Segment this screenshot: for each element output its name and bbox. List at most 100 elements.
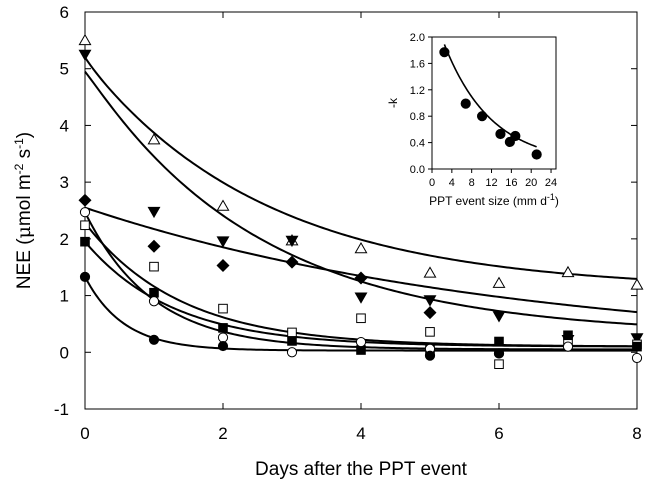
inset-y-tick-label: 1.6 xyxy=(410,58,425,70)
point-circle-open xyxy=(631,352,643,364)
point-circle-open xyxy=(217,332,229,343)
inset-point xyxy=(531,149,542,160)
point-square-open xyxy=(356,313,366,324)
y-tick-label: 3 xyxy=(60,173,69,192)
y-tick-label: 1 xyxy=(60,287,69,306)
inset-x-tick-label: 0 xyxy=(429,177,435,189)
point-square-open xyxy=(218,303,228,314)
inset-x-axis-title-end: ) xyxy=(555,194,559,208)
point-square-filled xyxy=(80,236,90,247)
point-diamond-filled xyxy=(216,259,230,273)
inset-x-tick-label: 4 xyxy=(449,177,455,189)
x-tick-label: 6 xyxy=(494,424,503,443)
inset-point xyxy=(439,47,450,58)
point-circle-open xyxy=(148,296,160,307)
inset-frame xyxy=(431,36,557,170)
inset-y-tick-label: 0.8 xyxy=(410,111,425,123)
inset-y-axis-title: -k xyxy=(386,97,400,108)
point-diamond-filled xyxy=(354,271,368,285)
y-tick-label: 0 xyxy=(60,343,69,362)
point-square-open xyxy=(287,327,297,338)
x-tick-label: 0 xyxy=(80,424,89,443)
point-square-filled xyxy=(218,323,228,333)
point-triangle-down-filled xyxy=(492,311,506,323)
y-axis-title-exp: -2 xyxy=(12,163,26,174)
inset-y-tick-label: 2.0 xyxy=(410,32,425,44)
y-tick-label: -1 xyxy=(54,400,69,419)
x-tick-label: 2 xyxy=(218,424,227,443)
point-circle-open xyxy=(562,341,574,352)
inset-background xyxy=(365,27,575,214)
point-triangle-up-open xyxy=(354,241,368,254)
inset-fit-curve xyxy=(443,44,537,148)
point-triangle-down-filled xyxy=(147,206,161,219)
inset-x-tick-label: 12 xyxy=(485,177,497,189)
point-triangle-up-open xyxy=(216,199,230,211)
point-circle-filled xyxy=(424,350,436,361)
x-tick-label: 8 xyxy=(632,424,641,443)
x-tick-label: 4 xyxy=(356,424,365,443)
y-axis-title-unit: mol m xyxy=(14,174,35,226)
point-triangle-down-filled xyxy=(354,292,368,304)
point-square-open xyxy=(80,220,90,231)
point-triangle-down-filled xyxy=(630,333,644,345)
point-square-filled xyxy=(632,341,642,352)
inset-x-axis-title-part: PPT event size (mm d xyxy=(429,194,547,208)
y-axis-title: NEE (μmol m-2 s-1) xyxy=(12,132,35,289)
point-circle-open xyxy=(79,207,91,218)
point-triangle-down-filled xyxy=(216,236,230,248)
inset-x-tick-label: 8 xyxy=(469,177,475,189)
inset-y-tick-label: 1.2 xyxy=(410,85,425,97)
point-triangle-down-filled xyxy=(423,295,437,307)
point-square-filled xyxy=(287,336,297,346)
inset-x-tick-label: 24 xyxy=(545,177,557,189)
y-tick-label: 4 xyxy=(60,116,69,135)
x-axis-title: Days after the PPT event xyxy=(255,459,468,480)
point-circle-filled xyxy=(493,348,505,359)
data-points xyxy=(78,33,644,369)
point-circle-open xyxy=(355,336,367,348)
point-circle-filled xyxy=(79,271,91,282)
y-axis-title-unit: s xyxy=(14,149,35,164)
point-diamond-filled xyxy=(147,239,161,253)
inset-point xyxy=(510,130,521,142)
inset-plot: 0.0 0.4 0.8 1.2 1.6 2.0 0 4 8 12 16 20 24 PPT event s… xyxy=(365,27,575,214)
point-square-open xyxy=(149,261,159,272)
point-circle-filled xyxy=(148,334,160,345)
fit-curve-triangle-up-open xyxy=(84,56,638,280)
y-tick-label: 6 xyxy=(60,3,69,22)
y-axis-title-part: NEE ( xyxy=(14,238,35,289)
inset-x-tick-label: 16 xyxy=(505,177,517,189)
y-tick-label: 2 xyxy=(60,230,69,249)
point-triangle-up-open xyxy=(630,278,644,290)
y-axis-title-exp: -1 xyxy=(12,138,26,149)
point-triangle-down-filled xyxy=(78,49,92,62)
point-circle-open xyxy=(286,347,298,358)
inset-point xyxy=(476,111,488,122)
point-square-filled xyxy=(494,336,504,347)
inset-x-axis-title-exp: -1 xyxy=(547,192,555,202)
y-axis-title-unit: ) xyxy=(14,132,35,138)
point-square-filled xyxy=(149,287,159,298)
point-triangle-up-open xyxy=(147,133,161,145)
point-square-open xyxy=(494,359,504,369)
y-axis-title-mu: μ xyxy=(13,226,35,238)
point-diamond-filled xyxy=(78,193,92,207)
point-triangle-down-filled xyxy=(285,235,299,248)
point-triangle-up-open xyxy=(423,266,437,278)
inset-y-tick-label: 0.4 xyxy=(410,138,425,150)
point-square-filled xyxy=(563,330,573,341)
fit-curve-square-open xyxy=(84,222,638,348)
point-circle-filled xyxy=(217,340,229,352)
y-tick-label: 5 xyxy=(60,60,69,79)
point-diamond-filled xyxy=(423,306,437,320)
inset-x-tick-label: 20 xyxy=(525,177,537,189)
point-triangle-up-open xyxy=(492,276,506,288)
inset-y-tick-label: 0.0 xyxy=(410,164,425,176)
inset-point xyxy=(495,128,506,140)
inset-point xyxy=(460,98,471,109)
inset-x-axis-title: PPT event size (mm d-1) xyxy=(429,192,559,208)
point-diamond-filled xyxy=(285,255,299,269)
